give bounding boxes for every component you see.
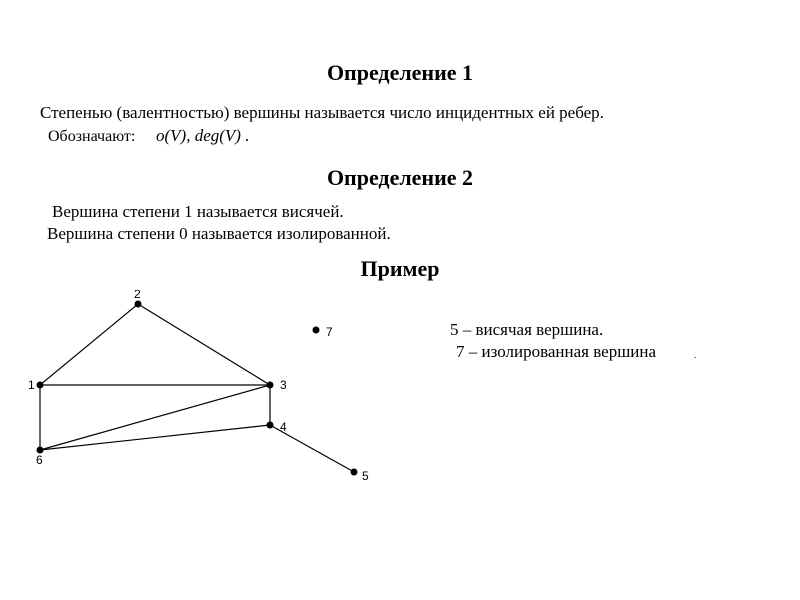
graph-node-2	[135, 301, 142, 308]
graph-edge	[40, 304, 138, 385]
graph-node-7	[313, 327, 320, 334]
graph-edge	[40, 385, 270, 450]
graph-node-label-2: 2	[134, 290, 141, 301]
def1-notation-label: Обозначают:	[48, 128, 135, 146]
graph-node-4	[267, 422, 274, 429]
example-title: Пример	[0, 256, 800, 282]
graph-edge	[40, 425, 270, 450]
def1-notation-formula: o(V), deg(V) .	[156, 126, 249, 146]
graph-node-label-3: 3	[280, 378, 287, 392]
graph-node-3	[267, 382, 274, 389]
example-annotation-2-period: .	[694, 350, 696, 360]
example-annotation-2: 7 – изолированная вершина	[456, 342, 656, 362]
graph-node-label-1: 1	[28, 378, 35, 392]
def2-title: Определение 2	[0, 165, 800, 191]
graph-node-1	[37, 382, 44, 389]
page: Определение 1 Степенью (валентностью) ве…	[0, 0, 800, 600]
graph-node-label-7: 7	[326, 325, 333, 339]
example-annotation-1: 5 – висячая вершина.	[450, 320, 603, 340]
def1-body: Степенью (валентностью) вершины называет…	[40, 103, 604, 123]
graph-node-label-4: 4	[280, 420, 287, 434]
def2-line1: Вершина степени 1 называется висячей.	[52, 202, 344, 222]
example-graph: 1 2 3 4 5 6 7	[20, 290, 380, 510]
def1-title: Определение 1	[0, 60, 800, 86]
graph-node-5	[351, 469, 358, 476]
def2-line2: Вершина степени 0 называется изолированн…	[47, 224, 391, 244]
graph-node-label-5: 5	[362, 469, 369, 483]
graph-node-label-6: 6	[36, 453, 43, 467]
graph-edge	[138, 304, 270, 385]
